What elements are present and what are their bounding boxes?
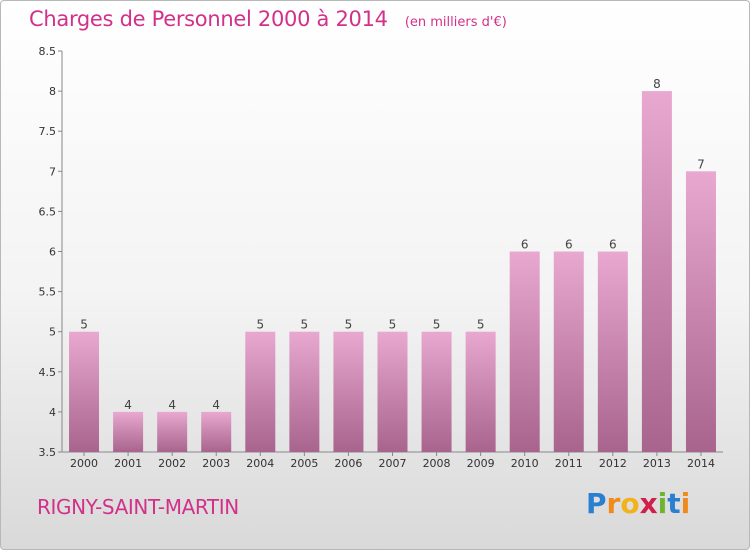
logo-letter: o — [620, 487, 640, 520]
x-tick-label: 2010 — [511, 457, 539, 470]
logo-letter: r — [606, 487, 621, 520]
x-tick-label: 2004 — [246, 457, 274, 470]
data-label: 5 — [345, 318, 353, 332]
data-label: 4 — [212, 398, 220, 412]
x-tick-label: 2011 — [555, 457, 583, 470]
y-tick-label: 4 — [49, 406, 56, 419]
y-tick-label: 5 — [49, 326, 56, 339]
y-tick-label: 6.5 — [39, 205, 57, 218]
chart-bars — [69, 91, 716, 453]
data-label: 5 — [301, 318, 309, 332]
bar — [377, 331, 408, 452]
x-tick-label: 2014 — [687, 457, 715, 470]
x-tick-label: 2007 — [379, 457, 407, 470]
x-tick-label: 2002 — [158, 457, 186, 470]
chart-subtitle: (en milliers d'€) — [404, 15, 507, 30]
y-tick-label: 8.5 — [39, 45, 57, 58]
x-tick-label: 2005 — [290, 457, 318, 470]
x-tick-label: 2003 — [202, 457, 230, 470]
bar — [421, 331, 452, 452]
bar — [245, 331, 276, 452]
y-tick-label: 7.5 — [39, 125, 57, 138]
bar — [553, 251, 584, 452]
data-label: 5 — [433, 318, 441, 332]
bar — [509, 251, 540, 452]
bar — [685, 171, 716, 453]
data-label: 5 — [477, 318, 485, 332]
x-tick-label: 2001 — [114, 457, 142, 470]
data-label: 6 — [609, 238, 617, 252]
logo-letter: i — [680, 487, 691, 520]
x-tick-label: 2006 — [334, 457, 362, 470]
data-label: 5 — [80, 318, 88, 332]
logo-letter: i — [657, 487, 668, 520]
data-label: 6 — [521, 238, 529, 252]
y-tick-label: 8 — [49, 85, 56, 98]
x-tick-label: 2008 — [423, 457, 451, 470]
x-tick-label: 2009 — [467, 457, 495, 470]
y-tick-label: 5.5 — [39, 286, 57, 299]
bar — [465, 331, 496, 452]
data-label: 6 — [565, 238, 573, 252]
logo-letter: P — [586, 487, 607, 520]
bar — [597, 251, 628, 452]
y-tick-label: 3.5 — [39, 446, 57, 459]
chart-title-row: Charges de Personnel 2000 à 2014 (en mil… — [29, 7, 507, 31]
data-label: 5 — [389, 318, 397, 332]
bar — [113, 411, 144, 452]
bar — [641, 91, 672, 452]
location-label: RIGNY-SAINT-MARTIN — [37, 495, 239, 519]
x-tick-label: 2012 — [599, 457, 627, 470]
data-label: 5 — [256, 318, 264, 332]
bar — [157, 411, 188, 452]
chart-labels: 2000 5 2001 4 2002 4 2003 4 2004 5 2005 5 2006 5 2007 5… — [70, 77, 715, 470]
bar — [333, 331, 364, 452]
x-tick-label: 2000 — [70, 457, 98, 470]
bar — [289, 331, 320, 452]
data-label: 4 — [124, 398, 132, 412]
y-tick-label: 7 — [49, 165, 56, 178]
logo-letter: x — [639, 487, 658, 520]
bar — [201, 411, 232, 452]
logo-letter: t — [667, 487, 681, 520]
chart-title: Charges de Personnel 2000 à 2014 — [29, 7, 388, 31]
bar — [69, 331, 100, 452]
proxiti-logo[interactable]: Proxiti — [586, 487, 690, 520]
data-label: 7 — [697, 157, 705, 171]
y-tick-label: 4.5 — [39, 366, 57, 379]
y-tick-label: 6 — [49, 246, 56, 259]
data-label: 8 — [653, 77, 661, 91]
data-label: 4 — [168, 398, 176, 412]
x-tick-label: 2013 — [643, 457, 671, 470]
